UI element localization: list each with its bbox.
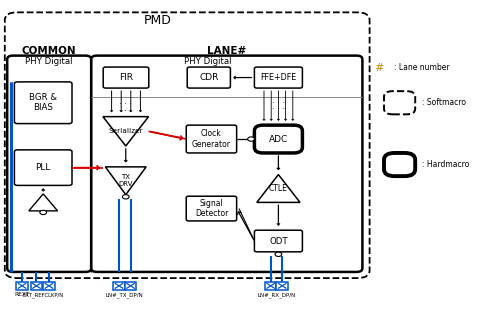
Text: Signal
Detector: Signal Detector [195, 199, 228, 218]
FancyBboxPatch shape [384, 91, 415, 114]
Text: Clock
Generator: Clock Generator [192, 129, 231, 149]
FancyBboxPatch shape [7, 56, 91, 272]
FancyBboxPatch shape [254, 230, 302, 252]
FancyBboxPatch shape [14, 82, 72, 124]
Bar [125, 282, 136, 290]
Text: PLL: PLL [36, 163, 51, 172]
Text: #: # [374, 63, 384, 73]
Bar [43, 282, 55, 290]
Text: REXT: REXT [14, 292, 30, 297]
FancyBboxPatch shape [14, 150, 72, 185]
Text: PHY Digital: PHY Digital [25, 57, 73, 66]
Text: : Softmacro: : Softmacro [422, 98, 467, 107]
Text: BGR &
BIAS: BGR & BIAS [29, 93, 57, 112]
FancyBboxPatch shape [91, 56, 362, 272]
Circle shape [122, 195, 129, 199]
Text: . . .: . . . [120, 97, 132, 107]
Text: CTLE: CTLE [269, 184, 288, 193]
Polygon shape [257, 175, 300, 202]
Circle shape [275, 252, 282, 256]
Circle shape [248, 137, 254, 141]
Text: . . .: . . . [272, 96, 285, 105]
Text: CDR: CDR [199, 73, 218, 82]
Text: : Hardmacro: : Hardmacro [422, 160, 470, 169]
FancyBboxPatch shape [254, 67, 302, 88]
Bar [265, 282, 276, 290]
Bar [16, 282, 28, 290]
Text: TX
DRV: TX DRV [119, 174, 133, 187]
Text: PMD: PMD [144, 14, 172, 27]
Text: . . .: . . . [120, 104, 132, 113]
Polygon shape [29, 194, 58, 211]
Bar [113, 282, 125, 290]
Text: Serializer: Serializer [108, 128, 143, 134]
FancyBboxPatch shape [384, 153, 415, 176]
FancyBboxPatch shape [186, 196, 237, 221]
Text: LN#_TX_DP/N: LN#_TX_DP/N [106, 292, 144, 298]
Text: EXT_REFCLKP/N: EXT_REFCLKP/N [22, 292, 63, 298]
Bar [31, 282, 42, 290]
FancyBboxPatch shape [186, 125, 237, 153]
Text: ADC: ADC [269, 134, 288, 144]
FancyBboxPatch shape [103, 67, 149, 88]
FancyBboxPatch shape [254, 125, 302, 153]
Text: COMMON: COMMON [22, 46, 76, 56]
FancyBboxPatch shape [187, 67, 230, 88]
Text: LN#_RX_DP/N: LN#_RX_DP/N [257, 292, 296, 298]
FancyBboxPatch shape [5, 12, 370, 278]
Circle shape [40, 210, 47, 214]
Text: PHY Digital: PHY Digital [184, 57, 231, 66]
Polygon shape [106, 167, 146, 195]
Text: . . .: . . . [272, 102, 285, 111]
Polygon shape [103, 116, 149, 146]
Text: LANE#: LANE# [207, 46, 246, 56]
Text: ODT: ODT [269, 236, 288, 246]
Text: : Lane number: : Lane number [394, 63, 449, 73]
Bar [276, 282, 288, 290]
Text: FIR: FIR [119, 73, 133, 82]
Text: FFE+DFE: FFE+DFE [260, 73, 297, 82]
